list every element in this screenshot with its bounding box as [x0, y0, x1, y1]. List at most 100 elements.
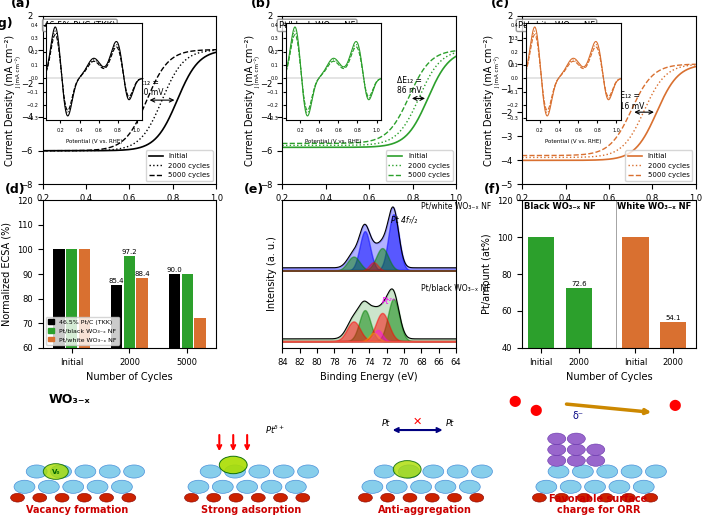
2000 cycles — [452, 50, 460, 56]
2000 cycles — [278, 142, 287, 149]
Circle shape — [599, 493, 613, 502]
Legend: Initial, 2000 cycles, 5000 cycles: Initial, 2000 cycles, 5000 cycles — [626, 151, 692, 181]
Bar — [111, 285, 122, 495]
5000 cycles — [185, 48, 193, 55]
Circle shape — [261, 480, 282, 493]
2000 cycles — [185, 54, 193, 61]
Circle shape — [50, 465, 72, 478]
Circle shape — [572, 465, 594, 478]
Initial — [381, 142, 390, 149]
Text: V₀: V₀ — [52, 469, 60, 474]
Circle shape — [359, 493, 373, 502]
5000 cycles — [692, 61, 700, 67]
Initial — [381, 142, 390, 149]
Circle shape — [374, 465, 395, 478]
Circle shape — [403, 493, 417, 502]
Circle shape — [251, 493, 266, 502]
Bar — [195, 318, 206, 495]
Circle shape — [586, 444, 605, 455]
Y-axis label: Intensity (a. u.): Intensity (a. u.) — [267, 237, 277, 311]
Line: Initial: Initial — [43, 52, 217, 151]
Circle shape — [99, 493, 114, 502]
2000 cycles — [624, 136, 633, 143]
5000 cycles — [624, 113, 633, 120]
5000 cycles — [196, 47, 204, 53]
Initial — [518, 157, 526, 163]
Initial — [621, 152, 629, 159]
Initial — [692, 63, 700, 70]
Text: Pt 4f₇/₂: Pt 4f₇/₂ — [391, 216, 417, 225]
Circle shape — [33, 493, 47, 502]
2000 cycles — [381, 138, 390, 144]
Circle shape — [185, 493, 199, 502]
Circle shape — [99, 465, 120, 478]
Y-axis label: Current Density (mA cm⁻²): Current Density (mA cm⁻²) — [484, 35, 494, 165]
5000 cycles — [142, 99, 151, 105]
5000 cycles — [278, 140, 287, 147]
2000 cycles — [692, 62, 700, 68]
Line: Initial: Initial — [522, 66, 696, 160]
Initial — [278, 144, 287, 151]
Circle shape — [547, 455, 566, 466]
Text: δ⁻: δ⁻ — [572, 411, 583, 421]
5000 cycles — [665, 64, 673, 70]
Text: ⬤: ⬤ — [508, 396, 520, 407]
Text: Black WO₃₋ₓ NF: Black WO₃₋ₓ NF — [524, 202, 596, 211]
Circle shape — [548, 465, 569, 478]
Circle shape — [219, 456, 247, 474]
Circle shape — [471, 465, 493, 478]
Text: Pt$^{\delta+}$: Pt$^{\delta+}$ — [265, 424, 284, 436]
Circle shape — [381, 493, 395, 502]
Circle shape — [567, 455, 585, 466]
Bar — [136, 278, 148, 495]
5000 cycles — [384, 128, 393, 134]
5000 cycles — [212, 46, 221, 53]
Y-axis label: Normalized ECSA (%): Normalized ECSA (%) — [1, 222, 11, 326]
Circle shape — [124, 465, 145, 478]
Text: Pt: Pt — [445, 418, 454, 428]
Bar — [66, 249, 77, 495]
Circle shape — [188, 480, 209, 493]
Circle shape — [26, 465, 47, 478]
Circle shape — [644, 493, 657, 502]
X-axis label: Binding Energy (eV): Binding Energy (eV) — [320, 372, 418, 382]
Bar — [565, 288, 592, 422]
Legend: 46.5% Pt/C (TKK), Pt/black WO₃₋ₓ NF, Pt/white WO₃₋ₓ NF: 46.5% Pt/C (TKK), Pt/black WO₃₋ₓ NF, Pt/… — [45, 317, 119, 345]
Initial — [196, 57, 204, 64]
Circle shape — [297, 465, 319, 478]
Text: Pt/black WO₃₋ₓ NF: Pt/black WO₃₋ₓ NF — [279, 21, 355, 30]
2000 cycles — [38, 148, 47, 154]
Line: 5000 cycles: 5000 cycles — [43, 50, 217, 151]
Line: 5000 cycles: 5000 cycles — [283, 51, 456, 143]
Circle shape — [296, 493, 310, 502]
Circle shape — [386, 480, 408, 493]
Circle shape — [229, 493, 243, 502]
2000 cycles — [141, 130, 150, 136]
Initial — [212, 49, 221, 55]
Text: Pt/white WO₃₋ₓ NF: Pt/white WO₃₋ₓ NF — [421, 201, 491, 211]
Line: 2000 cycles: 2000 cycles — [43, 50, 217, 151]
Text: Anti-aggregation: Anti-aggregation — [378, 505, 471, 515]
Text: ⬤: ⬤ — [529, 404, 542, 416]
Circle shape — [410, 480, 432, 493]
Circle shape — [62, 480, 84, 493]
Circle shape — [111, 480, 132, 493]
Circle shape — [87, 480, 108, 493]
2000 cycles — [675, 64, 684, 71]
Initial — [278, 144, 287, 151]
Y-axis label: Pt/amount (at%): Pt/amount (at%) — [481, 234, 491, 314]
Line: Initial: Initial — [283, 56, 456, 148]
Bar — [660, 322, 687, 422]
Circle shape — [249, 465, 270, 478]
Circle shape — [547, 444, 566, 455]
Circle shape — [43, 464, 68, 480]
Text: ✕: ✕ — [413, 416, 422, 426]
Text: 97.2: 97.2 — [121, 249, 137, 255]
Circle shape — [447, 465, 468, 478]
Text: White WO₃₋ₓ NF: White WO₃₋ₓ NF — [617, 202, 692, 211]
Initial — [141, 142, 150, 149]
Initial — [38, 148, 47, 154]
Circle shape — [236, 480, 258, 493]
5000 cycles — [435, 52, 444, 58]
Text: 72.6: 72.6 — [571, 281, 586, 287]
